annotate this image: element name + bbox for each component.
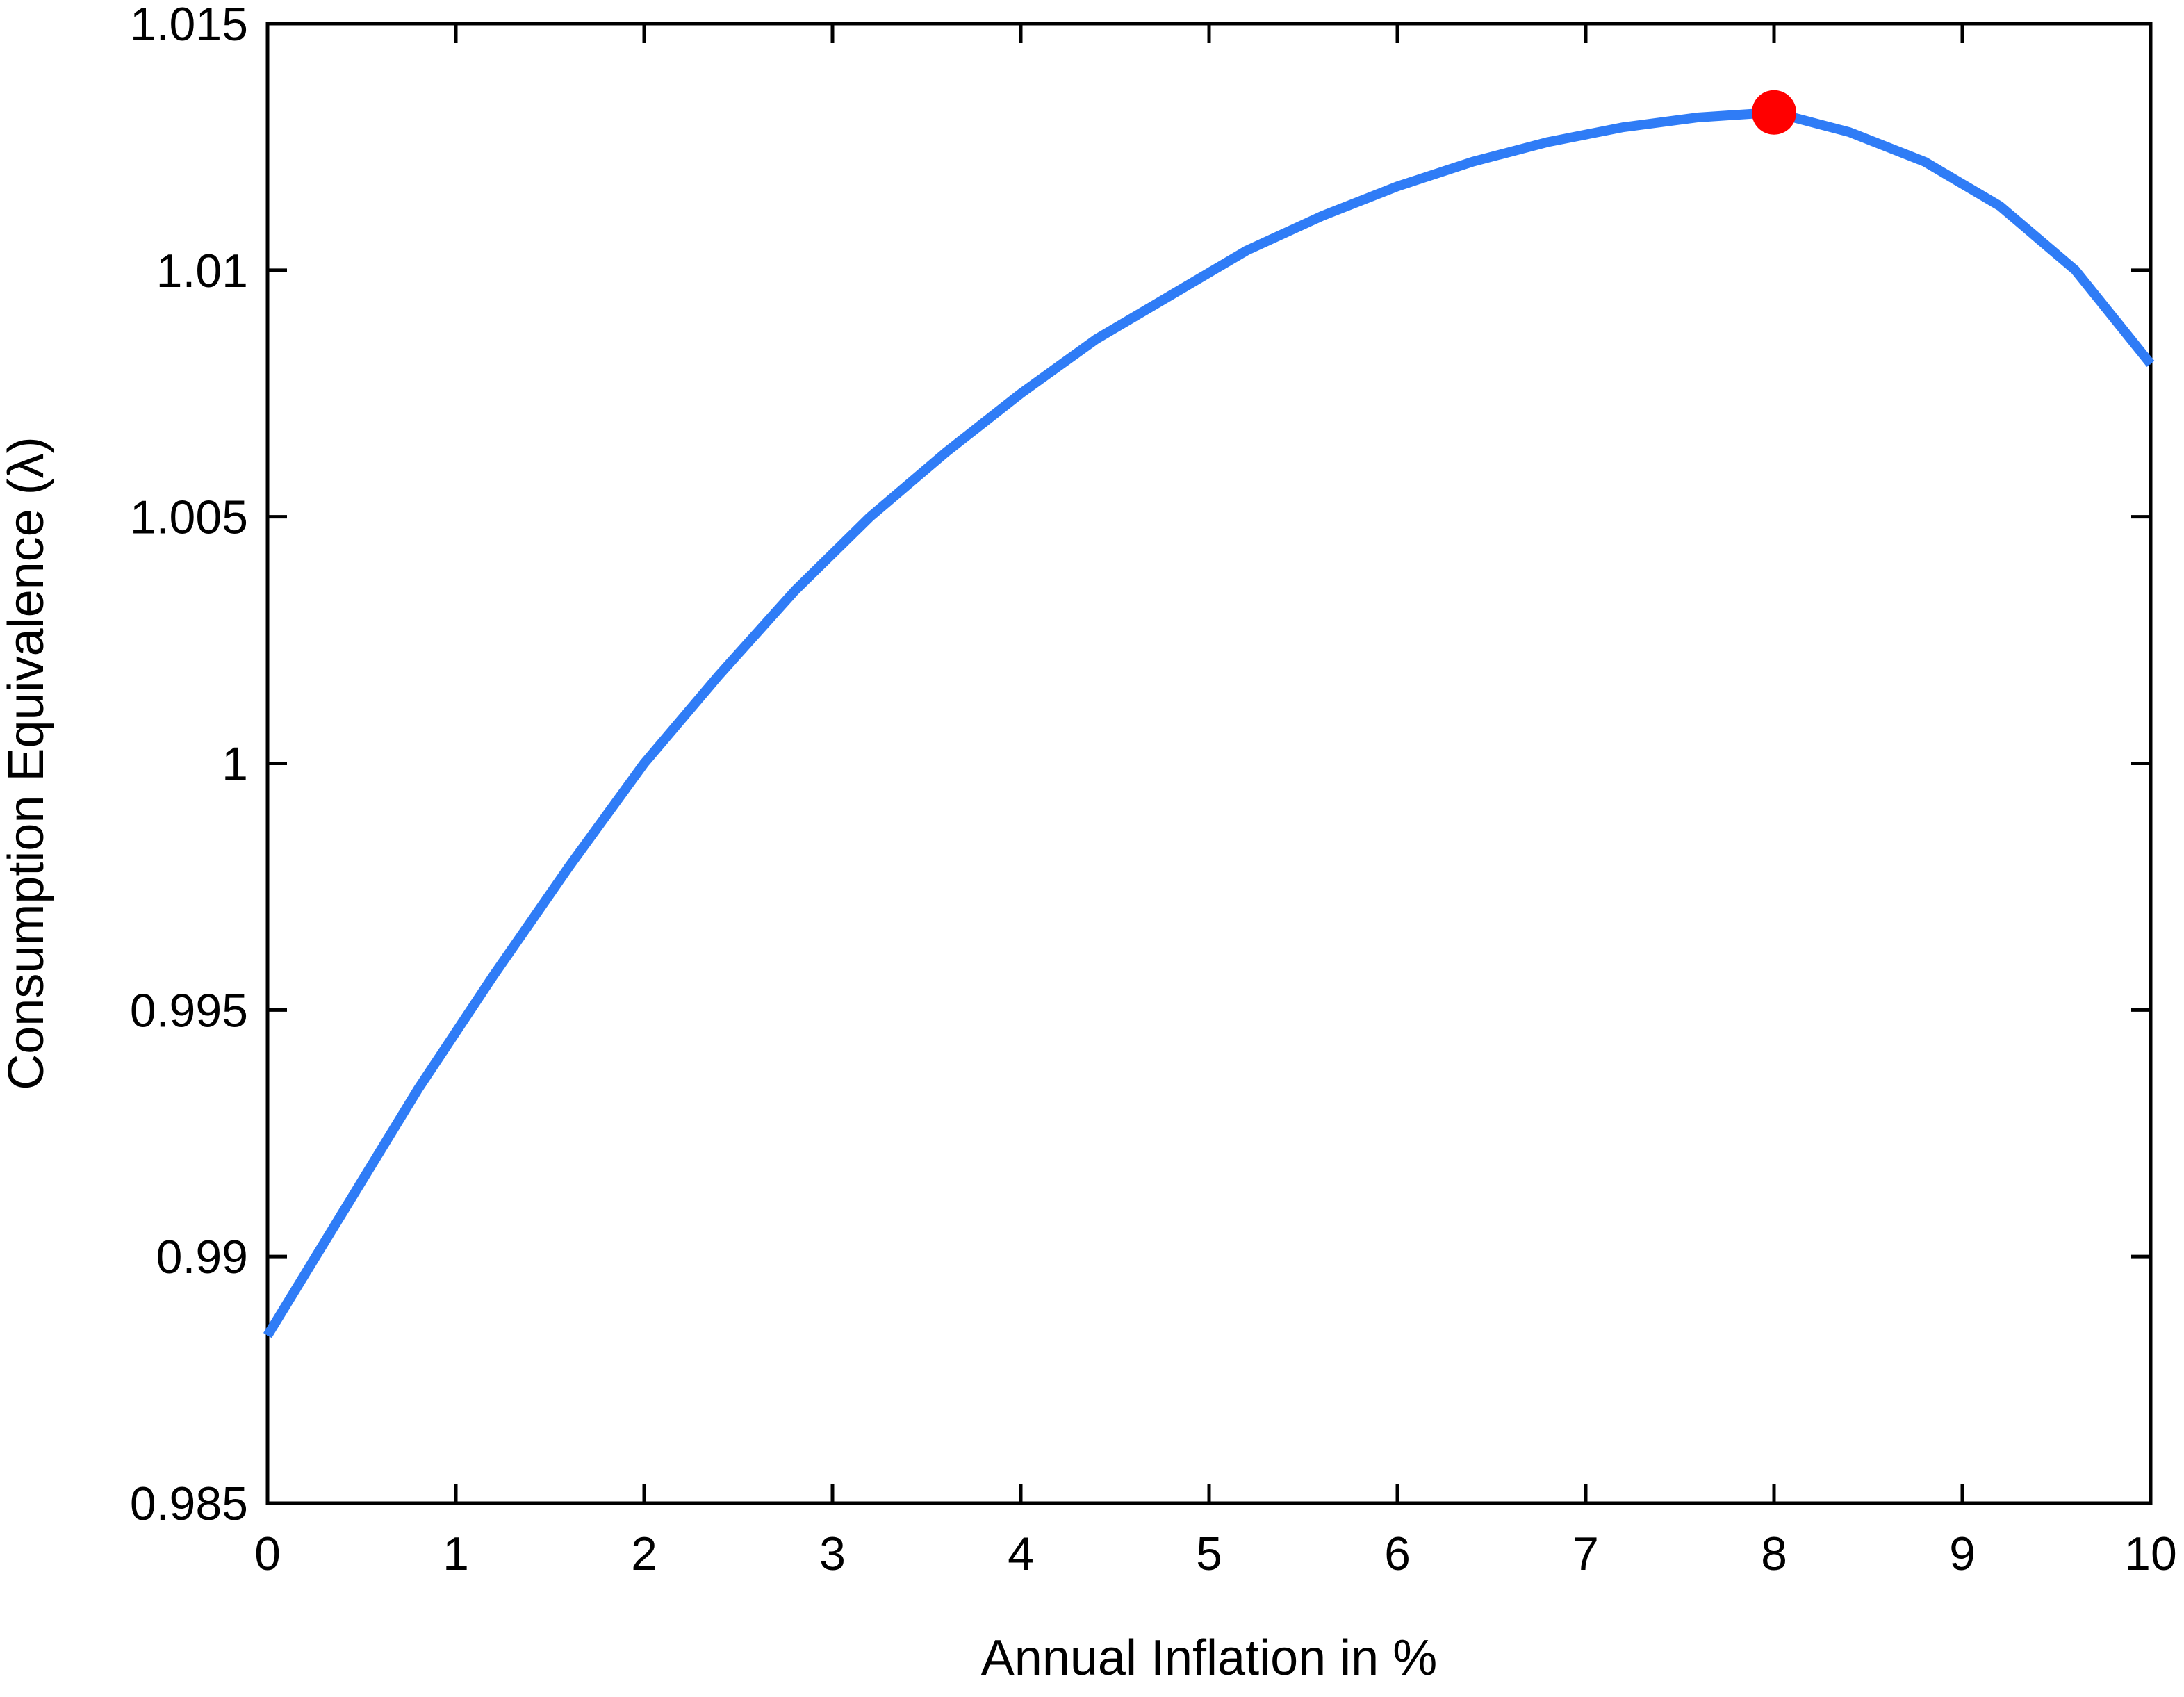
data-point: [1999, 205, 2001, 207]
data-point: [719, 673, 721, 675]
x-tick-label: 6: [1384, 1527, 1411, 1580]
y-tick-label: 1.005: [130, 491, 248, 544]
data-point: [643, 762, 645, 764]
y-tick-label: 1.01: [156, 245, 248, 297]
data-point: [342, 1211, 344, 1213]
data-point: [417, 1088, 419, 1090]
x-tick-labels: 0 1 2 3 4 5 6 7 8 9 10: [254, 1527, 2177, 1580]
y-tick-label: 0.985: [130, 1477, 248, 1530]
y-tick-label: 1: [222, 738, 248, 791]
data-point: [1095, 338, 1097, 341]
x-tick-label: 1: [443, 1527, 469, 1580]
data-point: [2074, 269, 2076, 271]
x-axis-title: Annual Inflation in %: [981, 1630, 1437, 1686]
data-point: [794, 590, 796, 592]
x-tick-label: 8: [1761, 1527, 1787, 1580]
data-point: [944, 452, 946, 454]
data-point: [1547, 141, 1549, 143]
data-point: [2150, 363, 2151, 365]
x-tick-marks: [265, 24, 2153, 1503]
data-point: [869, 516, 871, 518]
data-point: [1246, 249, 1248, 252]
x-tick-label: 9: [1949, 1527, 1976, 1580]
x-tick-label: 10: [2124, 1527, 2177, 1580]
data-point: [493, 974, 495, 976]
x-tick-label: 3: [819, 1527, 846, 1580]
data-point: [1397, 186, 1398, 188]
x-tick-label: 4: [1008, 1527, 1034, 1580]
y-tick-marks: [268, 22, 2151, 1505]
axes-frame: [265, 22, 2153, 1505]
y-axis-title: Consumption Equivalence (λ): [0, 436, 54, 1090]
x-tick-label: 5: [1196, 1527, 1222, 1580]
y-tick-label: 0.99: [156, 1231, 248, 1284]
y-tick-labels: 0.985 0.99 0.995 1 1.005 1.01 1.015: [130, 0, 248, 1530]
data-point: [1020, 393, 1021, 395]
data-point: [1472, 161, 1474, 163]
data-point: [1698, 116, 1700, 118]
max-point-marker: [1752, 90, 1796, 135]
plot-area: [263, 22, 2155, 1505]
y-tick-label: 1.015: [130, 0, 248, 51]
data-point: [267, 1334, 268, 1336]
series-points: [267, 111, 2151, 1336]
data-point: [1623, 126, 1625, 129]
x-tick-label: 0: [254, 1527, 281, 1580]
series-line: [263, 107, 2155, 1338]
data-point: [1170, 294, 1172, 296]
data-point: [568, 866, 570, 868]
x-tick-label: 7: [1573, 1527, 1599, 1580]
data-point: [1923, 161, 1926, 163]
data-point: [1321, 215, 1323, 217]
x-tick-label: 2: [631, 1527, 657, 1580]
data-point: [1848, 131, 1850, 133]
y-tick-label: 0.995: [130, 984, 248, 1037]
